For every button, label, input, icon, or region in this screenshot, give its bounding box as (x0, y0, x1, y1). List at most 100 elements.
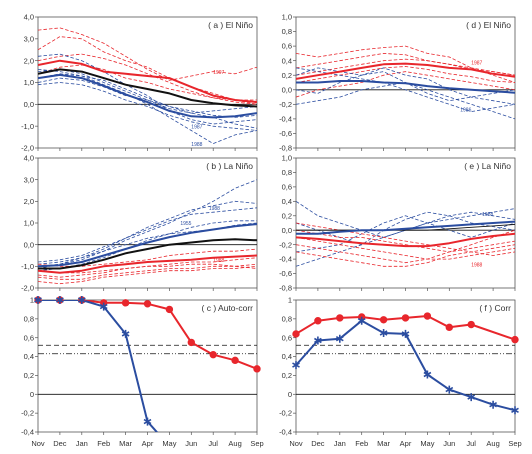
series-line (38, 254, 257, 274)
y-tick-label: 0,0 (24, 100, 34, 109)
y-tick-label: 0,4 (24, 352, 34, 361)
x-tick-label: Nov (31, 439, 45, 448)
data-point-circle (401, 314, 410, 322)
data-point-star (511, 406, 519, 415)
data-point-star (77, 296, 86, 304)
series-line (38, 200, 257, 269)
x-tick-label: Apr (400, 439, 412, 448)
y-tick-label: 3,0 (24, 34, 34, 43)
series-line (296, 80, 515, 94)
y-tick-label: -0,6 (279, 129, 292, 138)
panel-title: ( f ) Corr (479, 303, 511, 313)
y-tick-label: 0,4 (282, 197, 292, 206)
y-tick-label: 0,2 (282, 371, 292, 380)
y-tick-label: -1,0 (21, 262, 34, 271)
panel-title-background (464, 19, 514, 31)
year-annotation: 1997 (213, 70, 224, 76)
data-point-star (314, 336, 322, 345)
y-tick-label: 1,0 (282, 154, 292, 163)
panel-title-background (477, 302, 514, 314)
panel-title: ( d ) El Niño (466, 20, 511, 30)
y-tick-label: -0,2 (279, 100, 292, 109)
x-tick-label: Jun (185, 439, 197, 448)
series-line (296, 215, 515, 253)
y-tick-label: -0,2 (279, 240, 292, 249)
x-tick-label: Sep (250, 439, 263, 448)
series-line (38, 207, 257, 263)
series-line (296, 232, 515, 248)
y-tick-label: -0,6 (279, 269, 292, 278)
series-line (296, 71, 515, 98)
data-point-circle (511, 335, 519, 344)
year-annotation: 1987 (471, 60, 482, 66)
series-line (38, 69, 257, 144)
x-tick-label: Feb (97, 439, 110, 448)
y-tick-label: 0 (288, 390, 292, 399)
data-point-circle (379, 316, 388, 324)
data-point-circle (231, 356, 239, 365)
y-tick-label: 0,6 (282, 42, 292, 51)
series-line (38, 220, 257, 272)
data-point-circle (336, 314, 344, 322)
series-line (296, 244, 515, 267)
series-line (38, 238, 257, 270)
data-point-star (423, 370, 432, 379)
y-tick-label: 0,0 (24, 240, 34, 249)
panel-a: 4,0 3,0 2,0 1,0 0,0 -1,0 -2,0 1997 1987 1988 ( a )… (21, 13, 258, 153)
panel-title-background (206, 19, 256, 31)
series-line (296, 220, 515, 235)
panel-f: 1 0,8 0,6 0,4 0,2 0 -0,2 -0,4 Nov Dec Jan Feb Mar Apr… (279, 296, 522, 448)
panel-title: ( a ) El Niño (208, 20, 253, 30)
data-point-circle (292, 330, 300, 338)
series-line (38, 73, 257, 118)
data-point-circle (423, 312, 432, 320)
x-tick-label: Feb (355, 439, 368, 448)
year-annotation: 1988 (213, 258, 224, 264)
series-line (38, 68, 257, 108)
data-point-circle (314, 317, 322, 325)
series-line (296, 237, 515, 260)
x-tick-label: Jun (443, 439, 455, 448)
panel-title-background (199, 302, 256, 314)
series-line (296, 71, 515, 102)
panel-b: 4,0 3,0 2,0 1,0 0,0 -1,0 -2,0 1988 1955 1988 ( b )… (21, 154, 258, 293)
y-tick-label: 0,0 (282, 85, 292, 94)
data-point-star (467, 393, 476, 402)
y-tick-label: 2,0 (24, 56, 34, 65)
y-tick-label: 0,2 (282, 71, 292, 80)
x-tick-label: Apr (142, 439, 154, 448)
panel-title-background (204, 160, 256, 172)
series-line (38, 53, 257, 125)
x-tick-label: Jul (466, 439, 476, 448)
year-annotation: 1988 (191, 142, 202, 148)
plot-area: 1987 1986 (296, 45, 515, 120)
series-line (296, 67, 515, 112)
y-tick-label: -0,4 (21, 428, 34, 437)
y-tick-label: 0,2 (282, 211, 292, 220)
y-tick-label: 4,0 (24, 13, 34, 22)
series-line (296, 222, 515, 256)
year-annotation: 1988 (209, 206, 220, 212)
y-tick-label: 0,6 (282, 182, 292, 191)
series-line (146, 420, 159, 432)
y-tick-label: -2,0 (21, 284, 34, 293)
year-annotation: 1988 (482, 212, 493, 218)
data-point-circle (253, 365, 261, 373)
series-line (296, 62, 515, 80)
year-annotation: 1988 (471, 262, 482, 268)
y-tick-label: 1 (30, 296, 34, 305)
y-tick-label: 0,8 (24, 314, 34, 323)
x-tick-label: Dec (53, 439, 67, 448)
y-tick-label: 0,2 (24, 371, 34, 380)
series-line (38, 257, 257, 278)
y-tick-label: 0,4 (282, 352, 292, 361)
panel-e: 1,00,80,60,40,20,0-0,2-0,4-0,6-0,8198819… (279, 154, 516, 293)
data-point-star (56, 296, 64, 304)
panel-title: ( c ) Auto-corr (202, 303, 254, 313)
series-line (296, 315, 515, 341)
series-line (38, 82, 257, 131)
y-tick-label: 1,0 (24, 219, 34, 228)
y-tick-label: -0,2 (279, 409, 292, 418)
data-point-star (445, 385, 454, 394)
